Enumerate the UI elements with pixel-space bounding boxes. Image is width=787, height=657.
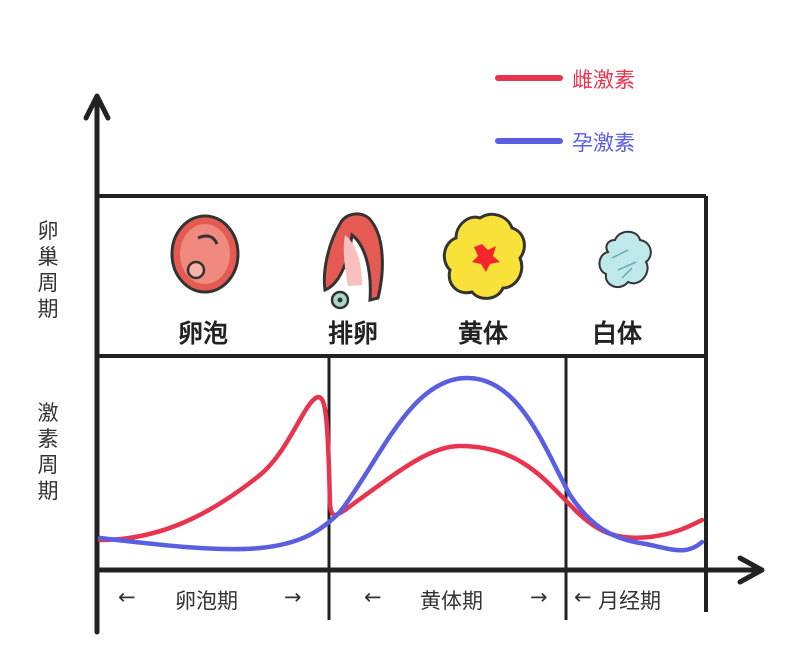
- follicular-left-arrow-icon: ←: [118, 585, 136, 609]
- legend-estrogen-label: 雌激素: [572, 68, 635, 92]
- stage-ovulation-label: 排卵: [328, 319, 379, 348]
- phase-luteal-label: 黄体期: [420, 589, 483, 613]
- corpus-albicans-icon: [598, 230, 652, 289]
- progesterone-curve: [97, 375, 705, 553]
- follicle-icon: [170, 214, 240, 294]
- stage-follicle-label: 卵泡: [178, 319, 229, 348]
- ovary-cycle-label: 卵巢周期: [37, 219, 59, 321]
- y-axis-arrow-icon: [83, 93, 111, 121]
- hormone-cycle-label: 激素周期: [37, 401, 59, 503]
- luteal-right-arrow-icon: →: [530, 585, 548, 609]
- luteal-left-arrow-icon: ←: [364, 585, 382, 609]
- phase-menstrual-label: 月经期: [598, 589, 661, 613]
- stage-corpus-albicans-label: 白体: [592, 319, 643, 348]
- x-axis-arrow-icon: [737, 555, 765, 585]
- legend-progesterone-label: 孕激素: [572, 131, 635, 155]
- phase-follicular-label: 卵泡期: [175, 589, 238, 613]
- menstrual-left-arrow-icon: ←: [574, 585, 592, 609]
- follicular-right-arrow-icon: →: [284, 585, 302, 609]
- corpus-luteum-icon: [442, 212, 526, 300]
- stage-corpus-luteum-label: 黄体: [458, 319, 509, 348]
- ovulation-icon: [322, 212, 384, 310]
